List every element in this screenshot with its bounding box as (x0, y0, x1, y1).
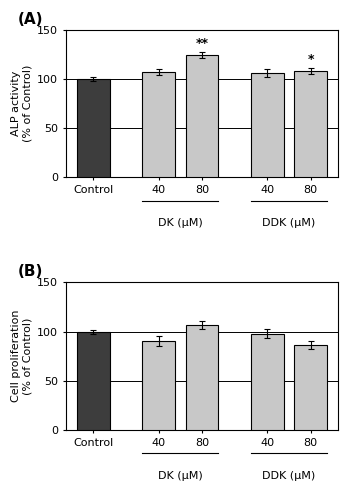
Y-axis label: ALP activity
(% of Control): ALP activity (% of Control) (11, 64, 33, 142)
Bar (142, 342, 175, 430)
Bar (295, 346, 327, 430)
Bar (77, 79, 110, 177)
Bar (77, 332, 110, 430)
Bar (295, 71, 327, 177)
Bar (251, 73, 283, 177)
Bar (186, 324, 218, 430)
Text: (B): (B) (17, 264, 43, 280)
Text: DK (μM): DK (μM) (158, 218, 203, 228)
Text: DDK (μM): DDK (μM) (262, 218, 315, 228)
Bar (251, 334, 283, 430)
Text: (A): (A) (17, 12, 43, 26)
Text: DDK (μM): DDK (μM) (262, 471, 315, 481)
Text: *: * (307, 53, 314, 66)
Y-axis label: Cell proliferation
(% of Control): Cell proliferation (% of Control) (11, 310, 33, 402)
Bar (142, 72, 175, 177)
Bar (186, 55, 218, 177)
Text: **: ** (195, 38, 209, 51)
Text: DK (μM): DK (μM) (158, 471, 203, 481)
